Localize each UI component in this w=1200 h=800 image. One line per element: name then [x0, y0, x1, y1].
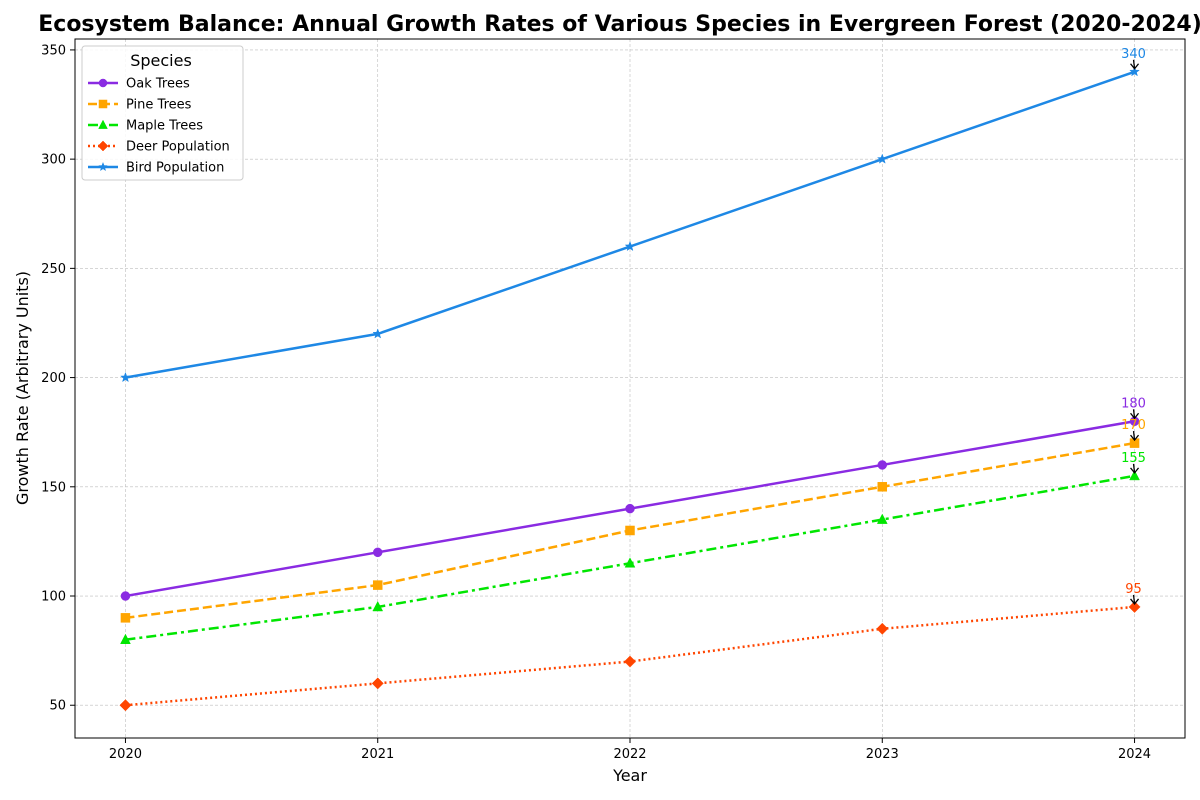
legend-label: Oak Trees: [126, 77, 190, 92]
y-tick-label: 50: [49, 699, 66, 714]
legend-label: Maple Trees: [126, 119, 203, 134]
y-axis-label: Growth Rate (Arbitrary Units): [13, 271, 32, 505]
data-point-marker: [372, 600, 384, 612]
data-point-marker: [371, 677, 384, 690]
data-point-marker: [876, 513, 888, 524]
data-point-marker: [1129, 66, 1140, 77]
data-point-marker: [624, 557, 636, 568]
data-point-marker: [97, 140, 109, 152]
data-label: 180: [1121, 396, 1146, 411]
y-axis: 50 100 150 200 250 300 350: [41, 43, 75, 714]
legend-frame: [81, 45, 244, 181]
series-oak-trees: [120, 416, 1140, 601]
x-tick-label: 2021: [361, 747, 394, 762]
data-point-marker: [876, 622, 889, 635]
data-point-marker: [625, 525, 635, 536]
annotations: 180 170 155 95 340: [1121, 47, 1146, 605]
data-label: 155: [1121, 451, 1146, 466]
data-point-marker: [120, 633, 131, 645]
legend-item: Oak Trees: [88, 77, 190, 92]
legend-title: Species: [130, 51, 192, 70]
y-tick-label: 200: [41, 371, 66, 386]
legend: Species Oak Trees Pine Trees Maple Trees De…: [81, 45, 244, 181]
annotation-arrow: [1130, 594, 1140, 605]
data-point-marker: [119, 699, 132, 712]
x-tick-label: 2023: [866, 747, 899, 762]
x-tick-label: 2022: [613, 747, 646, 762]
legend-label: Bird Population: [126, 161, 224, 176]
x-axis: 2020 2021 2022 2023 2024: [109, 738, 1151, 762]
data-point-marker: [120, 371, 131, 383]
data-label: 95: [1125, 582, 1142, 597]
data-point-marker: [98, 78, 108, 88]
y-tick-label: 100: [41, 590, 66, 605]
annotation-arrow: [1130, 409, 1140, 420]
series-maple-trees: [120, 469, 1140, 645]
annotation-arrow: [1130, 59, 1140, 70]
data-point-marker: [877, 482, 888, 492]
data-point-marker: [1129, 469, 1140, 481]
legend-item: Pine Trees: [88, 98, 192, 113]
data-point-marker: [625, 503, 635, 514]
data-label: 340: [1121, 47, 1146, 62]
legend-item: Maple Trees: [88, 119, 203, 134]
annotation-arrow: [1130, 431, 1140, 442]
series-pine-trees: [120, 438, 1140, 623]
data-point-marker: [624, 240, 636, 252]
data-point-marker: [98, 99, 108, 109]
x-tick-label: 2020: [109, 747, 142, 762]
y-tick-label: 350: [41, 43, 66, 58]
data-point-marker: [876, 153, 888, 164]
data-point-marker: [98, 161, 108, 172]
legend-label: Pine Trees: [126, 98, 192, 113]
data-point-marker: [624, 655, 636, 668]
data-point-marker: [120, 591, 131, 601]
data-point-marker: [1128, 600, 1141, 613]
series-layer: [119, 66, 1141, 712]
x-tick-label: 2024: [1118, 747, 1151, 762]
series-deer-population: [119, 600, 1141, 712]
data-label: 170: [1121, 418, 1146, 433]
annotation-arrow: [1130, 463, 1140, 474]
legend-item: Bird Population: [88, 161, 224, 176]
data-point-marker: [98, 119, 108, 129]
data-point-marker: [372, 328, 384, 339]
data-point-marker: [372, 580, 383, 590]
series-bird-population: [120, 66, 1140, 383]
x-axis-label: Year: [612, 766, 647, 785]
legend-label: Deer Population: [126, 140, 230, 155]
data-point-marker: [372, 547, 383, 558]
legend-item: Deer Population: [88, 140, 230, 155]
y-tick-label: 250: [41, 262, 66, 277]
data-point-marker: [120, 613, 131, 623]
y-tick-label: 150: [41, 480, 66, 495]
data-point-marker: [877, 460, 888, 470]
chart-title: Ecosystem Balance: Annual Growth Rates o…: [38, 12, 1200, 37]
y-tick-label: 300: [41, 153, 66, 168]
